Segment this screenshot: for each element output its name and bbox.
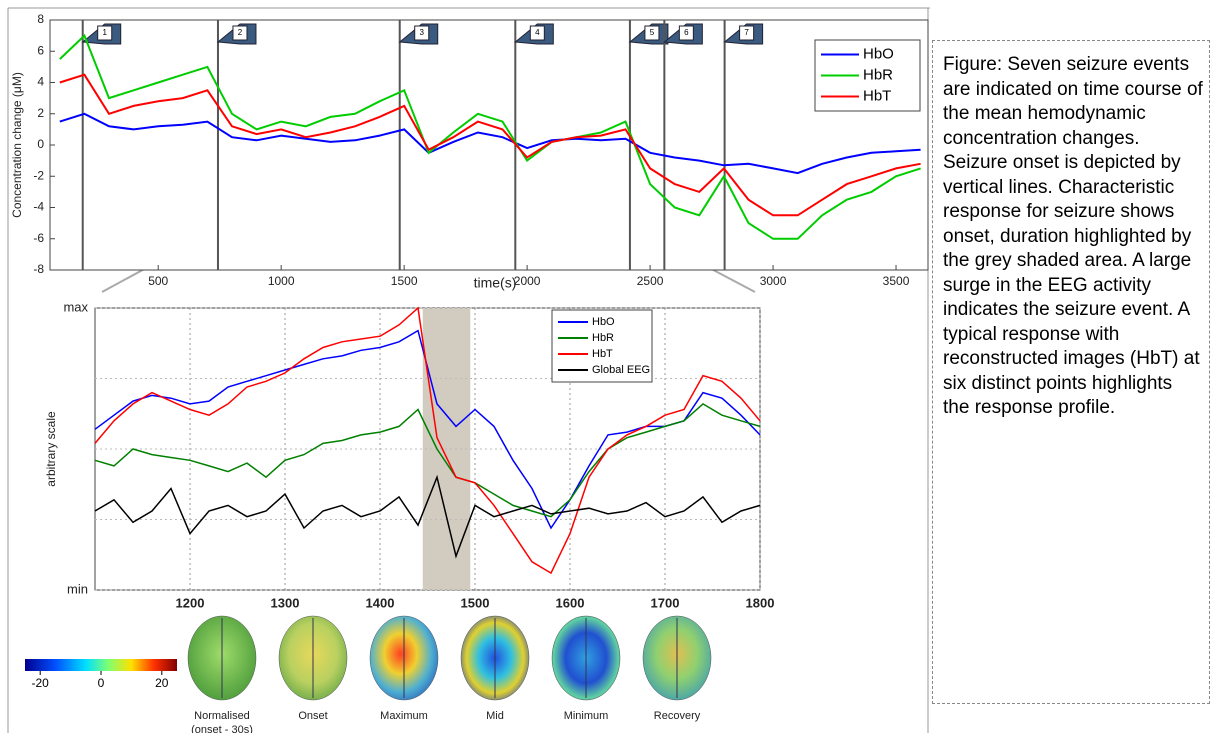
x-tick-label: 1300 — [271, 595, 300, 610]
colorbar-tick-label: 20 — [155, 676, 169, 690]
event-label: 1 — [102, 28, 107, 37]
chart: 1200 1300 1400 1500 1600 1700 1800 min max HbO HbR… — [44, 299, 774, 610]
x-axis-label: time(s) — [474, 275, 517, 291]
x-tick-label: 1600 — [556, 595, 585, 610]
y-tick-label: -6 — [33, 231, 44, 245]
x-tick-label: 1000 — [268, 274, 295, 288]
event-label: 2 — [238, 28, 243, 37]
legend-label: Global EEG — [592, 364, 650, 376]
y-tick-label: -8 — [33, 262, 44, 276]
brain-label: Recovery — [654, 710, 701, 722]
x-tick-label: 500 — [148, 274, 168, 288]
y-tick-label: 0 — [37, 137, 44, 151]
caption: Figure: Seven seizure events are indicat… — [932, 40, 1210, 704]
y-tick-label: max — [63, 299, 88, 314]
y-tick-label: -2 — [33, 168, 44, 182]
colorbar — [25, 659, 177, 671]
y-tick-label: 8 — [37, 12, 44, 26]
brain-label: Mid — [486, 710, 504, 722]
event-label: 5 — [650, 28, 655, 37]
x-tick-label: 3000 — [760, 274, 787, 288]
x-tick-label: 1500 — [461, 595, 490, 610]
y-tick-label: 6 — [37, 43, 44, 57]
brain-label: Minimum — [564, 710, 609, 722]
legend-label: HbO — [592, 316, 615, 328]
figure: Normalised(onset - 30s) Onset Maximum Mid Mi… — [0, 0, 930, 733]
brain-label: Onset — [298, 710, 327, 722]
legend-label: HbT — [863, 87, 891, 104]
event-label: 3 — [419, 28, 424, 37]
y-tick-label: -4 — [33, 200, 44, 214]
legend-label: HbR — [592, 332, 614, 344]
brain-images: Normalised(onset - 30s) Onset Maximum Mid Mi… — [188, 616, 711, 733]
y-tick-label: 2 — [37, 106, 44, 120]
plot-area — [50, 20, 928, 270]
y-tick-label: 4 — [37, 75, 44, 89]
colorbar-tick-label: 0 — [98, 676, 105, 690]
x-tick-label: 2000 — [514, 274, 541, 288]
x-tick-label: 1700 — [651, 595, 680, 610]
page: {"chart_data": [ {"type": "line", "ylabe… — [0, 0, 1218, 733]
chart: 500 1000 1500 2000 2500 3000 3500 -8 -6 -4 -2 0 2 4 6 8… — [10, 12, 928, 291]
x-tick-label: 1800 — [746, 595, 775, 610]
brain-label: Normalised(onset - 30s) — [191, 710, 253, 733]
event-label: 7 — [744, 28, 749, 37]
brain-label: Maximum — [380, 710, 428, 722]
legend-label: HbT — [592, 348, 613, 360]
event-label: 4 — [535, 28, 540, 37]
legend-label: HbO — [863, 45, 894, 62]
colorbar-tick-label: -20 — [32, 676, 50, 690]
y-tick-label: min — [67, 581, 88, 596]
event-label: 6 — [684, 28, 689, 37]
x-tick-label: 1500 — [391, 274, 418, 288]
x-tick-label: 1400 — [366, 595, 395, 610]
x-tick-label: 1200 — [176, 595, 205, 610]
legend-label: HbR — [863, 66, 893, 83]
x-tick-label: 3500 — [883, 274, 910, 288]
x-tick-label: 2500 — [637, 274, 664, 288]
y-axis-label: Concentration change (μM) — [10, 72, 24, 218]
y-axis-label: arbitrary scale — [44, 411, 58, 487]
